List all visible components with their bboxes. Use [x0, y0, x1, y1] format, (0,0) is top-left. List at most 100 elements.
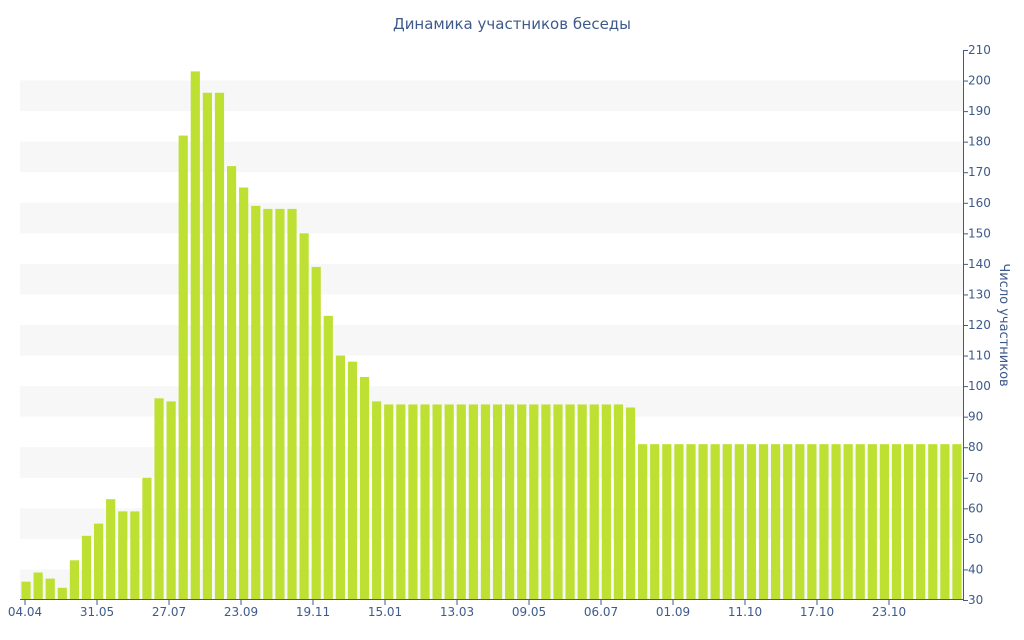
bar[interactable] — [69, 560, 79, 600]
bar[interactable] — [335, 355, 345, 600]
bar[interactable] — [638, 444, 648, 600]
bar[interactable] — [625, 407, 636, 601]
bar[interactable] — [686, 444, 696, 600]
bar[interactable] — [299, 233, 309, 600]
bar[interactable] — [771, 444, 781, 600]
bar[interactable] — [710, 444, 720, 600]
bar[interactable] — [323, 315, 333, 600]
bar[interactable] — [480, 404, 491, 600]
bar[interactable] — [347, 361, 358, 600]
bar[interactable] — [396, 404, 406, 600]
bar[interactable] — [33, 572, 43, 601]
bar[interactable] — [517, 404, 527, 600]
y-tick-label: 200 — [968, 74, 991, 88]
bar[interactable] — [154, 398, 164, 600]
y-tick-label: 180 — [968, 135, 991, 149]
chart-title: Динамика участников беседы — [393, 15, 631, 33]
bar[interactable] — [359, 376, 370, 600]
bar[interactable] — [263, 208, 273, 600]
bar[interactable] — [45, 578, 55, 600]
grid-bands — [20, 80, 963, 600]
bar[interactable] — [952, 444, 962, 600]
bar[interactable] — [916, 444, 926, 600]
bar[interactable] — [722, 444, 732, 600]
bar[interactable] — [928, 444, 938, 600]
bar[interactable] — [758, 444, 769, 600]
bar[interactable] — [239, 187, 249, 601]
bar[interactable] — [674, 444, 684, 600]
bar[interactable] — [420, 404, 430, 600]
bar[interactable] — [601, 404, 611, 600]
bar[interactable] — [166, 401, 176, 600]
bar[interactable] — [81, 535, 92, 600]
bar[interactable] — [408, 404, 418, 600]
bar[interactable] — [190, 71, 200, 600]
x-tick-label: 23.10 — [872, 605, 906, 619]
bar[interactable] — [807, 444, 817, 600]
y-tick-label: 80 — [968, 440, 983, 454]
bar[interactable] — [251, 205, 261, 600]
bar[interactable] — [432, 404, 442, 600]
bar[interactable] — [783, 444, 793, 600]
y-tick-label: 60 — [968, 501, 983, 515]
bar[interactable] — [831, 444, 841, 600]
bar[interactable] — [541, 404, 551, 600]
bar[interactable] — [843, 444, 853, 600]
bar[interactable] — [529, 404, 539, 600]
y-tick-label: 210 — [968, 43, 991, 57]
bar[interactable] — [57, 587, 67, 600]
bar[interactable] — [734, 444, 744, 600]
bar[interactable] — [372, 401, 382, 600]
bar[interactable] — [891, 444, 902, 600]
grid-band — [20, 508, 963, 539]
bar[interactable] — [746, 444, 757, 600]
x-tick-label: 31.05 — [80, 605, 114, 619]
bar[interactable] — [93, 523, 104, 600]
bar[interactable] — [130, 511, 140, 600]
grid-band — [20, 141, 963, 173]
bar[interactable] — [226, 166, 237, 601]
bar[interactable] — [106, 499, 116, 600]
bar[interactable] — [879, 444, 890, 600]
bar[interactable] — [505, 404, 515, 600]
y-tick-label: 140 — [968, 257, 991, 271]
bar[interactable] — [311, 266, 321, 600]
bar[interactable] — [795, 444, 805, 600]
bar[interactable] — [589, 404, 599, 600]
bar[interactable] — [287, 208, 297, 600]
bar[interactable] — [855, 444, 865, 600]
bar[interactable] — [698, 444, 708, 600]
bar[interactable] — [275, 208, 285, 600]
bar[interactable] — [650, 444, 660, 600]
bar[interactable] — [904, 444, 914, 600]
bar[interactable] — [21, 581, 31, 600]
y-axis-ticks: 30 40 50 60 70 80 90 100 110 120 130 140 150 160 170 18… — [963, 43, 991, 607]
grid-band — [20, 325, 963, 356]
bar[interactable] — [577, 404, 587, 600]
x-tick-label: 27.07 — [152, 605, 186, 619]
bar[interactable] — [178, 135, 188, 600]
y-tick-label: 30 — [968, 593, 983, 607]
x-tick-label: 19.11 — [296, 605, 330, 619]
bar[interactable] — [468, 404, 478, 600]
bar[interactable] — [867, 444, 877, 600]
x-tick-label: 04.04 — [8, 605, 42, 619]
bar[interactable] — [142, 477, 152, 600]
bar[interactable] — [613, 404, 624, 600]
bar[interactable] — [492, 404, 503, 600]
bar[interactable] — [384, 404, 394, 600]
bar[interactable] — [456, 404, 466, 600]
y-tick-label: 120 — [968, 318, 991, 332]
bar[interactable] — [202, 92, 212, 600]
x-tick-label: 01.09 — [656, 605, 690, 619]
bar[interactable] — [444, 404, 454, 600]
bar[interactable] — [118, 511, 128, 600]
bar[interactable] — [940, 444, 950, 600]
bar[interactable] — [553, 404, 563, 600]
bar[interactable] — [214, 92, 225, 600]
bar[interactable] — [662, 444, 672, 600]
grid-band — [20, 447, 963, 478]
bar[interactable] — [565, 404, 575, 600]
y-tick-label: 50 — [968, 532, 983, 546]
bar[interactable] — [819, 444, 829, 600]
